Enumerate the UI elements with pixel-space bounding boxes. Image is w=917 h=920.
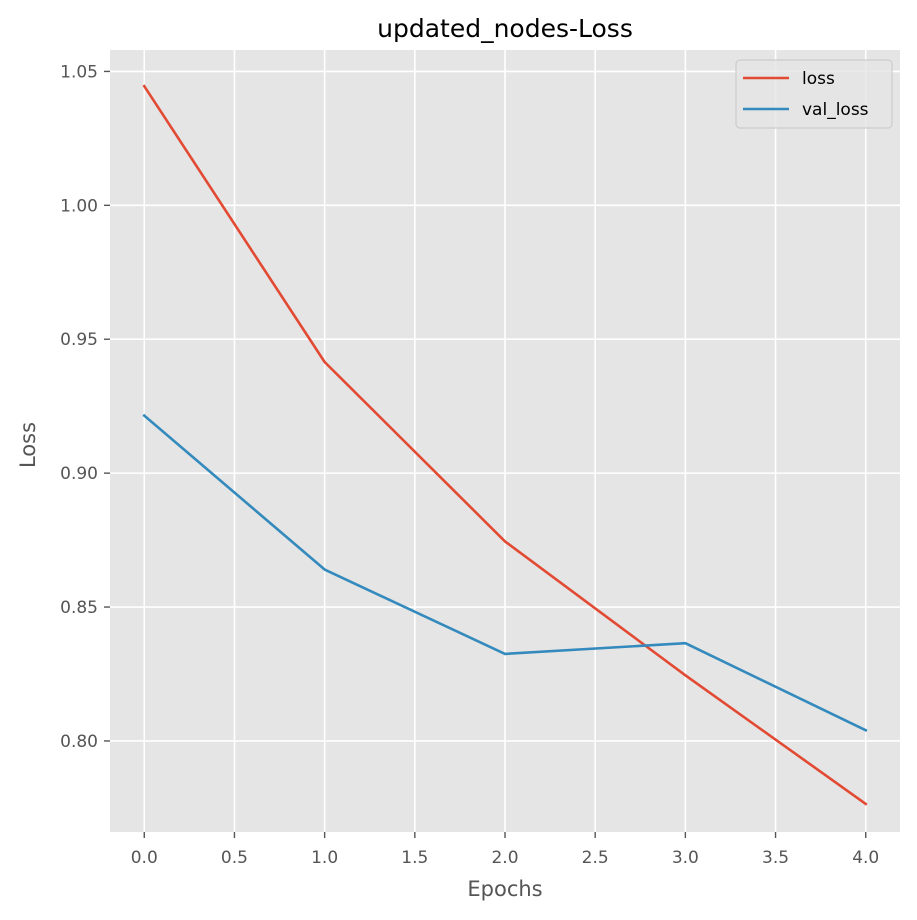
x-tick-label: 2.0 (491, 848, 518, 868)
y-tick-label: 1.05 (60, 62, 98, 82)
x-tick-label: 3.5 (762, 848, 789, 868)
x-tick-label: 0.5 (221, 848, 248, 868)
grid-lines (110, 50, 900, 832)
chart-title: updated_nodes-Loss (377, 14, 633, 43)
x-tick-label: 0.0 (131, 848, 158, 868)
y-tick-label: 0.95 (60, 330, 98, 350)
y-tick-label: 0.80 (60, 732, 98, 752)
x-axis-ticks: 0.0 0.5 1.0 1.5 2.0 2.5 3.0 3.5 4.0 (131, 832, 879, 868)
x-tick-label: 3.0 (672, 848, 699, 868)
y-tick-label: 0.90 (60, 464, 98, 484)
x-tick-label: 2.5 (582, 848, 609, 868)
x-axis-title: Epochs (467, 877, 542, 901)
series-line-val-loss (142, 413, 868, 732)
y-axis-ticks: 0.80 0.85 0.90 0.95 1.00 1.05 (60, 62, 110, 752)
legend: loss val_loss (735, 59, 893, 129)
y-tick-label: 0.85 (60, 598, 98, 618)
y-axis-title: Loss (16, 422, 40, 468)
series-lines (142, 84, 868, 806)
y-tick-label: 1.00 (60, 196, 98, 216)
series-line-loss (142, 84, 868, 806)
legend-label: loss (802, 69, 835, 89)
x-tick-label: 4.0 (852, 848, 879, 868)
x-tick-label: 1.0 (311, 848, 338, 868)
x-tick-label: 1.5 (401, 848, 428, 868)
legend-label: val_loss (802, 100, 869, 120)
